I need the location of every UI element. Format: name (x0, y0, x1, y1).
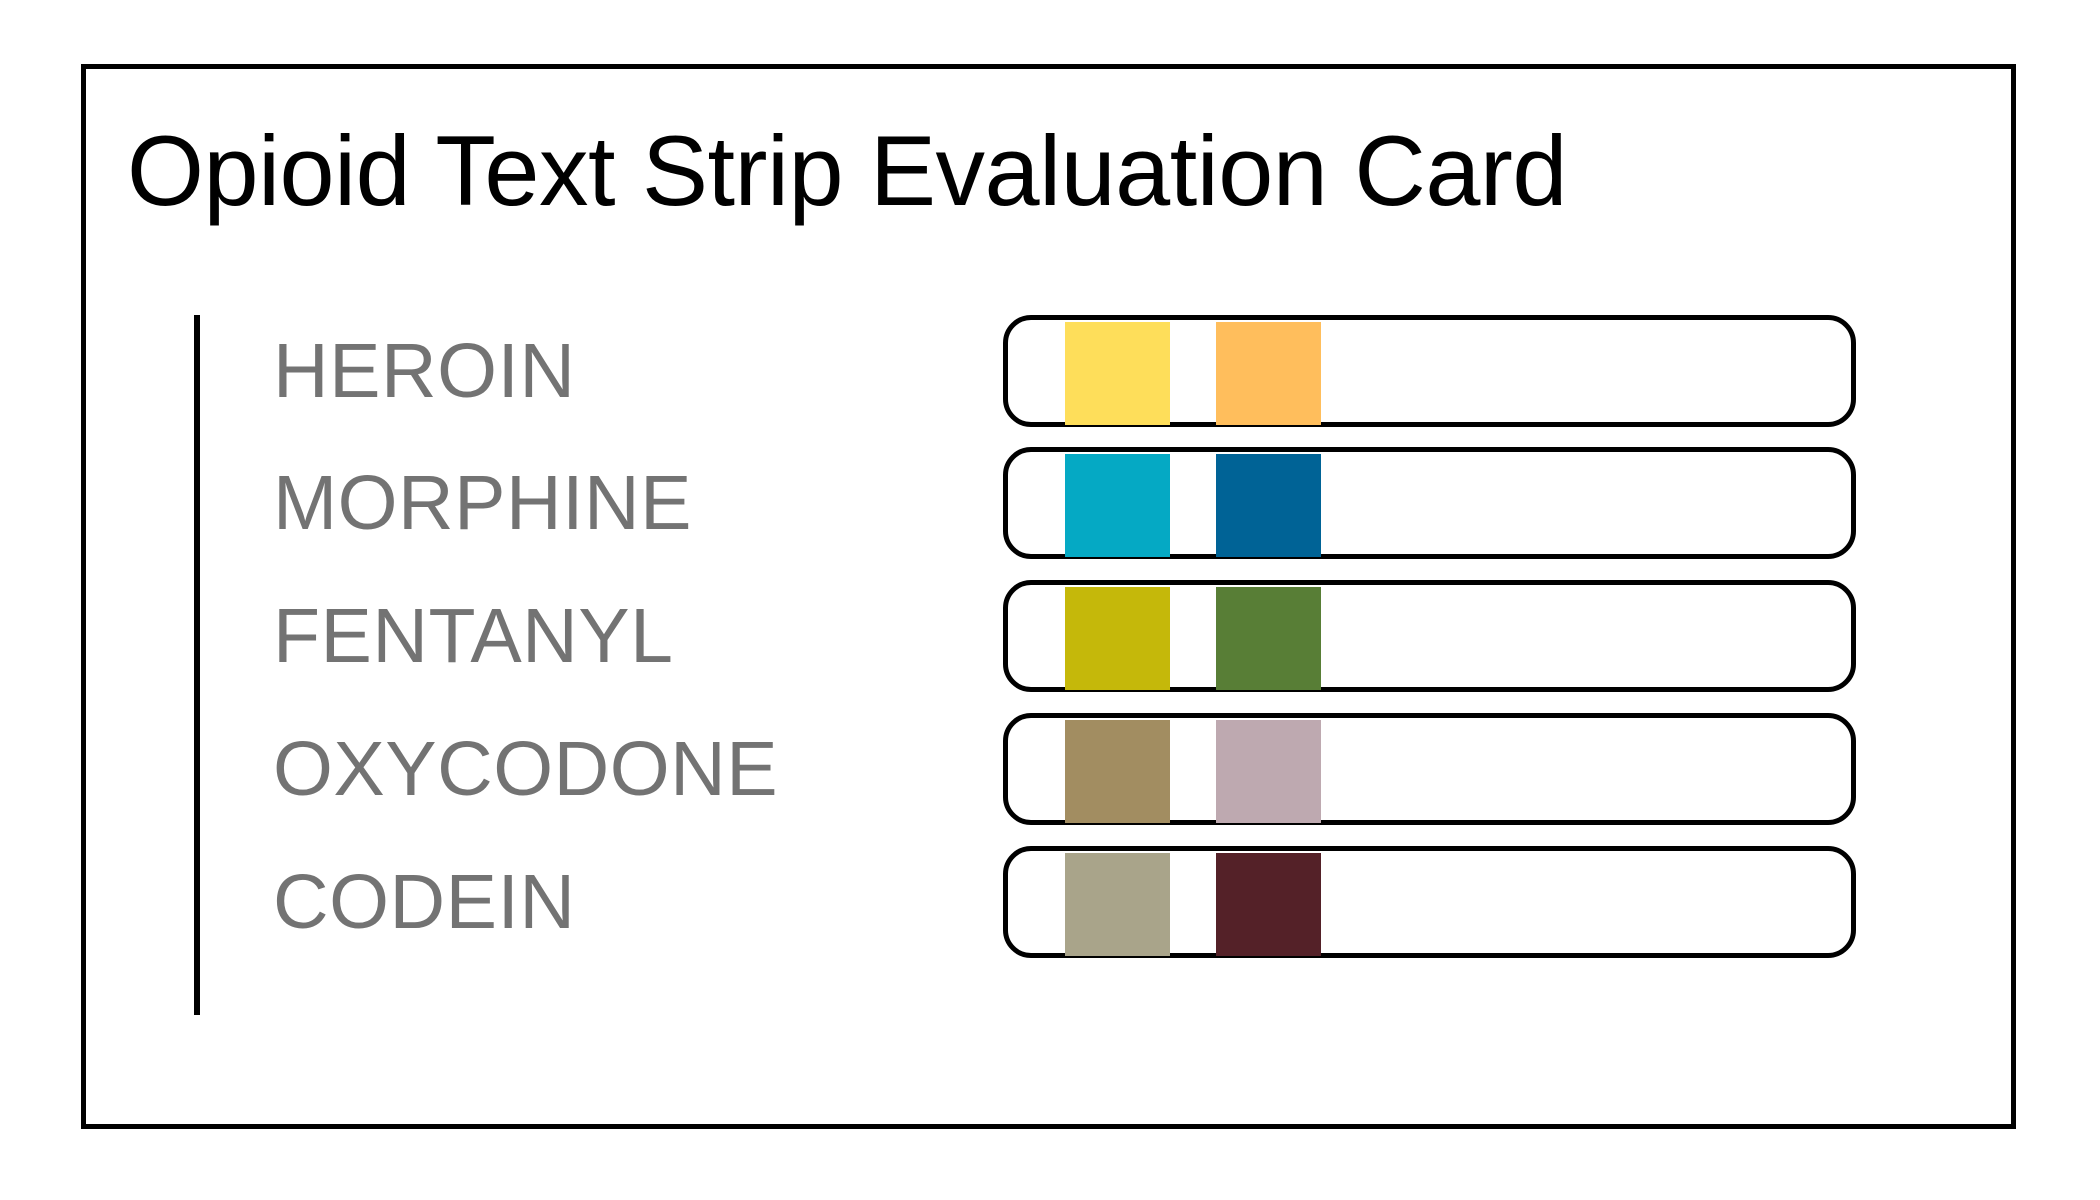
drug-row-codein: CODEIN (86, 846, 2011, 958)
color-swatch (1065, 322, 1170, 425)
color-swatch (1216, 720, 1321, 823)
color-swatch (1065, 853, 1170, 956)
drug-row-morphine: MORPHINE (86, 447, 2011, 559)
color-swatch (1065, 720, 1170, 823)
vertical-divider (194, 315, 200, 1015)
test-strip (1003, 447, 1856, 559)
drug-label: OXYCODONE (273, 726, 779, 812)
color-swatch (1216, 322, 1321, 425)
color-swatch (1065, 587, 1170, 690)
drug-label: MORPHINE (273, 460, 692, 546)
color-swatch (1065, 454, 1170, 557)
drug-label: FENTANYL (273, 593, 674, 679)
test-strip (1003, 580, 1856, 692)
test-strip (1003, 713, 1856, 825)
test-strip (1003, 846, 1856, 958)
drug-label: CODEIN (273, 859, 576, 945)
color-swatch (1216, 587, 1321, 690)
card-title: Opioid Text Strip Evaluation Card (127, 115, 1567, 226)
drug-row-heroin: HEROIN (86, 315, 2011, 427)
evaluation-card: Opioid Text Strip Evaluation Card HEROIN… (81, 64, 2016, 1129)
color-swatch (1216, 454, 1321, 557)
test-strip (1003, 315, 1856, 427)
drug-row-oxycodone: OXYCODONE (86, 713, 2011, 825)
drug-label: HEROIN (273, 328, 576, 414)
color-swatch (1216, 853, 1321, 956)
drug-row-fentanyl: FENTANYL (86, 580, 2011, 692)
